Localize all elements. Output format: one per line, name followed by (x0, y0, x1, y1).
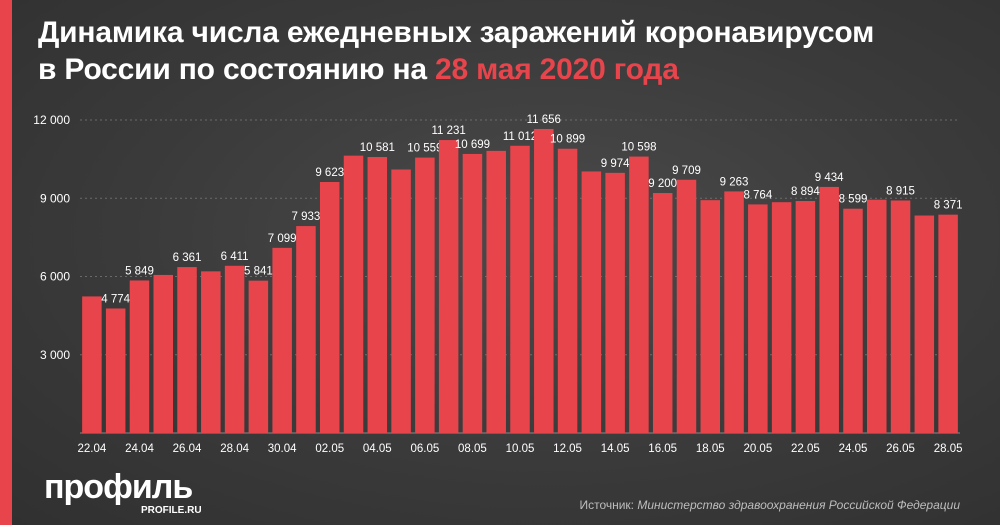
data-label: 5 849 (125, 265, 154, 277)
x-tick-label: 14.05 (601, 443, 630, 455)
accent-stripe (0, 0, 12, 525)
data-label: 11 231 (431, 125, 465, 137)
bar (296, 226, 316, 433)
data-label: 6 361 (173, 252, 202, 264)
bar (248, 280, 269, 433)
data-label: 7 933 (292, 211, 321, 223)
bar (581, 171, 602, 433)
x-tick-label: 22.05 (791, 443, 820, 455)
data-label: 9 974 (601, 158, 630, 170)
data-label: 9 200 (648, 178, 677, 190)
source-note: Источник: Министерство здравоохранения Р… (579, 498, 960, 512)
bar (890, 200, 911, 433)
bar (105, 308, 126, 433)
bar (652, 193, 673, 433)
bar (367, 157, 388, 433)
bar (914, 215, 935, 433)
y-tick-label: 6 000 (40, 270, 70, 284)
bar (605, 172, 625, 433)
bar (319, 182, 340, 433)
bar (82, 296, 102, 433)
bar (534, 128, 554, 434)
title-date-highlight: 28 мая 2020 года (435, 53, 679, 86)
x-tick-label: 22.04 (78, 443, 107, 455)
bar (843, 208, 863, 433)
y-tick-label: 12 000 (33, 113, 70, 127)
x-tick-label: 20.05 (743, 443, 772, 455)
source-text: Министерство здравоохранения Российской … (637, 498, 960, 512)
bar (724, 191, 744, 433)
bar (510, 145, 530, 434)
x-tick-label: 26.04 (173, 443, 202, 455)
bar (224, 265, 245, 433)
x-tick-label: 12.05 (553, 443, 582, 455)
bar (819, 186, 839, 433)
page-title: Динамика числа ежедневных заражений коро… (38, 14, 874, 88)
bar (415, 157, 435, 433)
bar (201, 271, 221, 433)
bar (557, 148, 578, 433)
bar (177, 267, 197, 433)
x-tick-label: 24.05 (839, 443, 868, 455)
data-label: 5 841 (244, 266, 273, 278)
data-label: 10 581 (360, 142, 395, 154)
data-label: 6 411 (221, 251, 249, 263)
bar (676, 179, 697, 433)
profile-logo-sub: PROFILE.RU (141, 505, 202, 516)
bar (129, 280, 150, 433)
x-tick-label: 28.04 (220, 443, 249, 455)
y-tick-label: 3 000 (40, 348, 70, 362)
bar (153, 274, 173, 433)
x-tick-label: 10.05 (506, 443, 535, 455)
bar (391, 169, 411, 433)
bar (748, 204, 768, 433)
profile-logo: профиль (44, 468, 193, 506)
data-label: 8 599 (839, 194, 868, 206)
data-label: 8 764 (743, 189, 772, 201)
x-tick-label: 28.05 (934, 443, 963, 455)
x-tick-label: 16.05 (648, 443, 677, 455)
bar (272, 247, 292, 433)
x-tick-label: 02.05 (315, 443, 344, 455)
x-tick-label: 08.05 (458, 443, 487, 455)
data-label: 9 623 (315, 167, 344, 179)
data-label: 4 774 (101, 293, 130, 305)
data-label: 10 899 (550, 134, 585, 146)
bar (795, 201, 816, 433)
bar (771, 202, 792, 433)
data-label: 11 012 (503, 131, 537, 143)
x-tick-label: 26.05 (886, 443, 915, 455)
data-label: 9 263 (720, 176, 749, 188)
title-line-2-prefix: в России по состоянию на (38, 53, 436, 86)
x-tick-label: 04.05 (363, 443, 392, 455)
data-label: 8 915 (886, 185, 915, 197)
x-tick-label: 30.04 (268, 443, 297, 455)
bar (343, 155, 364, 433)
bar (438, 140, 459, 433)
bar (462, 153, 483, 433)
bar (938, 214, 958, 433)
y-tick-label: 9 000 (40, 191, 70, 205)
data-label: 7 099 (268, 233, 297, 245)
data-label: 8 371 (934, 200, 963, 212)
data-label: 10 598 (621, 142, 656, 154)
data-label: 9 434 (815, 172, 844, 184)
x-tick-label: 06.05 (410, 443, 439, 455)
bar (700, 200, 721, 433)
title-line-2: в России по состоянию на 28 мая 2020 год… (38, 51, 874, 88)
bar (867, 199, 887, 433)
data-label: 8 894 (791, 186, 820, 198)
data-label: 10 699 (455, 139, 490, 151)
data-label: 11 656 (527, 114, 561, 126)
data-label: 9 709 (672, 165, 701, 177)
data-label: 10 559 (407, 143, 442, 155)
x-tick-label: 24.04 (125, 443, 154, 455)
x-tick-label: 18.05 (696, 443, 725, 455)
title-line-1: Динамика числа ежедневных заражений коро… (38, 16, 875, 49)
bar (629, 156, 649, 433)
bar (486, 150, 506, 434)
source-label: Источник: (579, 498, 638, 512)
